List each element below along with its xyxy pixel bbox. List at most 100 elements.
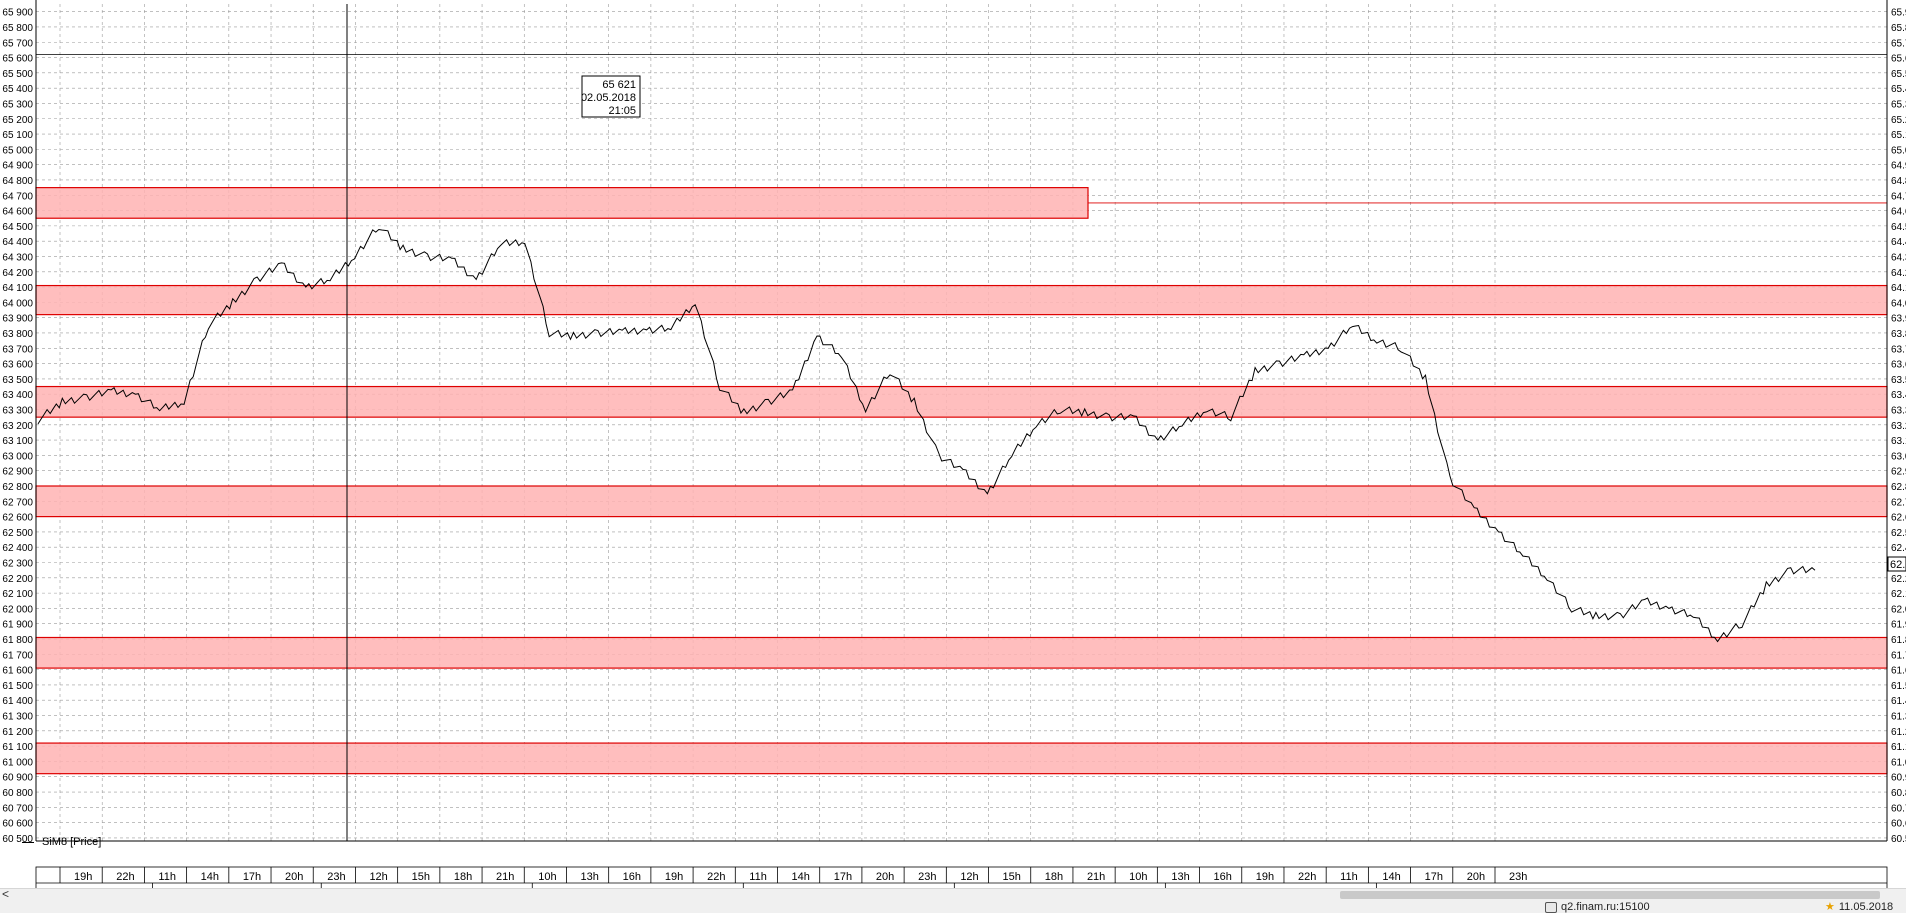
x-hour-label: 23h — [918, 871, 936, 883]
y-tick-label-right: 61.1 — [1891, 742, 1906, 753]
legend-series-label: SiM8 [Price] — [42, 836, 102, 848]
y-tick-label-right: 63.6 — [1891, 360, 1906, 371]
y-tick-label-right: 63.8 — [1891, 329, 1906, 340]
y-tick-label: 64 900 — [2, 161, 33, 172]
x-hour-label: 16h — [1214, 871, 1232, 883]
y-tick-label-right: 65.4 — [1891, 84, 1906, 95]
y-tick-label: 63 000 — [2, 451, 33, 462]
price-zone — [35, 284, 1888, 316]
crosshair-label-box — [581, 75, 641, 118]
y-tick-label-right: 61.0 — [1891, 757, 1906, 768]
x-hour-label: 19h — [74, 871, 92, 883]
y-tick-label: 60 600 — [2, 819, 33, 830]
y-tick-label-right: 60.8 — [1891, 788, 1906, 799]
y-tick-label-right: 64.8 — [1891, 176, 1906, 187]
y-tick-label: 64 800 — [2, 176, 33, 187]
y-tick-label: 65 300 — [2, 99, 33, 110]
price-zone — [35, 187, 1089, 219]
y-tick-label: 61 100 — [2, 742, 33, 753]
y-tick-label-right: 63.2 — [1891, 421, 1906, 432]
x-hour-label: 23h — [327, 871, 345, 883]
y-tick-label-right: 64.5 — [1891, 222, 1906, 233]
date-label: 11.05.2018 — [1838, 901, 1894, 913]
y-tick-label-right: 65.3 — [1891, 99, 1906, 110]
y-tick-label: 62 500 — [2, 528, 33, 539]
y-tick-label-right: 64.9 — [1891, 161, 1906, 172]
x-hour-label: 15h — [1003, 871, 1021, 883]
grid — [36, 4, 1887, 841]
price-zone — [35, 385, 1888, 418]
x-day-label: 11 — [1378, 887, 1389, 888]
star-icon: ★ — [1825, 900, 1835, 913]
y-tick-label: 64 500 — [2, 222, 33, 233]
y-tick-label: 62 800 — [2, 482, 33, 493]
x-hour-label: 17h — [243, 871, 261, 883]
y-tick-label-right: 64.6 — [1891, 207, 1906, 218]
price-series — [37, 228, 1816, 643]
y-tick-label-right: 62.8 — [1891, 482, 1906, 493]
x-hour-label: 21h — [1087, 871, 1105, 883]
x-hour-label: 14h — [201, 871, 219, 883]
x-hour-label: 22h — [707, 871, 725, 883]
y-tick-label: 62 100 — [2, 589, 33, 600]
scroll-thumb[interactable] — [1340, 891, 1880, 899]
y-tick-label: 65 900 — [2, 8, 33, 19]
y-tick-label: 62 700 — [2, 497, 33, 508]
x-hour-label: 23h — [1509, 871, 1527, 883]
y-tick-label-right: 62.5 — [1891, 528, 1906, 539]
y-tick-label-right: 64.2 — [1891, 268, 1906, 279]
y-tick-label-right: 62.9 — [1891, 467, 1906, 478]
y-tick-label: 65 000 — [2, 145, 33, 156]
x-hour-label: 18h — [1045, 871, 1063, 883]
y-tick-label: 62 000 — [2, 604, 33, 615]
y-tick-label-right: 63.1 — [1891, 436, 1906, 447]
x-day-label: 10 — [1167, 887, 1179, 888]
y-tick-label-right: 65.9 — [1891, 8, 1906, 19]
x-hour-label: 22h — [116, 871, 134, 883]
scroll-left-arrow-icon[interactable]: < — [2, 887, 10, 901]
connection-label: q2.finam.ru:15100 — [1561, 901, 1650, 913]
y-tick-label-right: 61.7 — [1891, 650, 1906, 661]
y-tick-label-right: 62.2 — [1891, 574, 1906, 585]
y-tick-label: 64 100 — [2, 283, 33, 294]
y-tick-label: 63 900 — [2, 314, 33, 325]
y-tick-label-right: 65.8 — [1891, 23, 1906, 34]
x-day-label: 7 — [745, 887, 751, 888]
y-tick-label: 65 700 — [2, 38, 33, 49]
last-price-label: 62.2 — [1890, 559, 1906, 571]
x-hour-label: 21h — [496, 871, 514, 883]
x-hour-label: 12h — [369, 871, 387, 883]
y-tick-label-right: 65.5 — [1891, 69, 1906, 80]
last-price-box — [1887, 556, 1906, 572]
x-hour-label: 11h — [158, 871, 176, 883]
x-hour-label: 19h — [1256, 871, 1274, 883]
y-tick-label: 63 800 — [2, 329, 33, 340]
x-day-label: 8 — [956, 887, 962, 888]
y-tick-label: 63 100 — [2, 436, 33, 447]
y-tick-label: 62 300 — [2, 559, 33, 570]
y-tick-label-right: 62.7 — [1891, 497, 1906, 508]
y-tick-label: 63 300 — [2, 405, 33, 416]
y-tick-label: 64 400 — [2, 237, 33, 248]
y-tick-label-right: 62.6 — [1891, 513, 1906, 524]
y-tick-label: 65 800 — [2, 23, 33, 34]
price-zone — [35, 485, 1888, 518]
y-tick-label: 60 500 — [2, 834, 33, 845]
x-hour-label: 17h — [834, 871, 852, 883]
y-tick-label: 61 600 — [2, 666, 33, 677]
y-tick-label: 60 900 — [2, 773, 33, 784]
horizontal-scrollbar[interactable]: < — [0, 887, 1906, 901]
y-tick-label: 60 800 — [2, 788, 33, 799]
y-tick-label: 61 400 — [2, 696, 33, 707]
y-tick-label: 63 500 — [2, 375, 33, 386]
y-tick-label: 61 500 — [2, 681, 33, 692]
x-hour-label: 18h — [454, 871, 472, 883]
y-tick-label: 62 600 — [2, 513, 33, 524]
price-chart[interactable]: 65 900 65 800 65 700 65 600 65 500 65 400 65 3… — [0, 0, 1906, 888]
horizontal-levels — [36, 53, 1887, 204]
y-tick-label-right: 63.5 — [1891, 375, 1906, 386]
y-tick-label: 65 400 — [2, 84, 33, 95]
status-bar: q2.finam.ru:15100 ★ 11.05.2018 — [0, 901, 1906, 913]
y-tick-label-right: 61.9 — [1891, 620, 1906, 631]
y-tick-label-right: 64.4 — [1891, 237, 1906, 248]
